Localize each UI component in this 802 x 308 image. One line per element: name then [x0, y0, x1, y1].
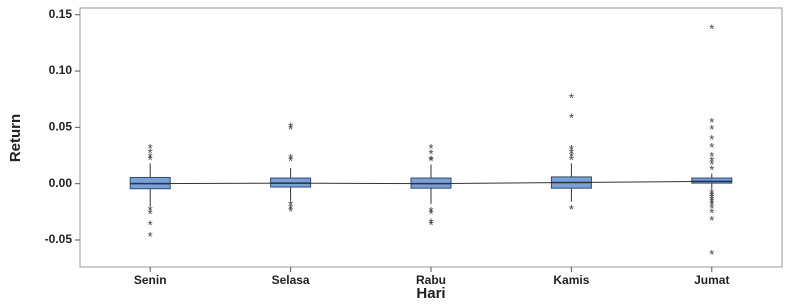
outlier: *: [709, 157, 714, 172]
outlier: *: [709, 247, 714, 262]
x-tick-label: Kamis: [553, 273, 589, 287]
outlier: *: [709, 197, 714, 212]
outlier: *: [709, 188, 714, 203]
outlier: *: [709, 213, 714, 228]
outlier: *: [428, 215, 433, 230]
outlier: *: [709, 195, 714, 210]
x-axis-title: Hari: [416, 285, 445, 302]
outlier: *: [709, 153, 714, 168]
box: [691, 177, 733, 184]
outlier: *: [428, 206, 433, 221]
outlier: *: [428, 141, 433, 156]
outlier: *: [428, 152, 433, 167]
outlier: *: [148, 141, 153, 156]
y-tick-label: 0.15: [49, 7, 73, 21]
outlier: *: [709, 193, 714, 208]
outlier: *: [569, 152, 574, 167]
outlier: *: [288, 197, 293, 212]
outlier: *: [709, 122, 714, 137]
outlier: *: [709, 162, 714, 177]
outlier: *: [569, 142, 574, 157]
y-tick-label: -0.05: [45, 232, 73, 246]
outlier: *: [709, 201, 714, 216]
outlier: *: [148, 146, 153, 161]
outlier: *: [709, 22, 714, 37]
outlier: *: [148, 206, 153, 221]
x-tick-label: Senin: [134, 273, 167, 287]
y-axis-title: Return: [7, 114, 24, 162]
outlier: *: [709, 186, 714, 201]
outlier: *: [288, 153, 293, 168]
outlier: *: [709, 132, 714, 147]
outlier: *: [569, 111, 574, 126]
outlier: *: [148, 150, 153, 165]
outlier: *: [428, 204, 433, 219]
outlier: *: [288, 122, 293, 137]
outlier: *: [709, 115, 714, 130]
outlier: *: [709, 140, 714, 155]
outlier: *: [148, 203, 153, 218]
x-tick-label: Selasa: [272, 273, 310, 287]
y-tick-label: 0.05: [49, 120, 73, 134]
outlier: *: [148, 218, 153, 233]
outlier: *: [709, 191, 714, 206]
outlier: *: [288, 204, 293, 219]
outlier: *: [148, 229, 153, 244]
outlier: *: [569, 90, 574, 105]
outlier: *: [569, 202, 574, 217]
x-tick-label: Rabu: [416, 273, 446, 287]
y-tick-label: 0.00: [49, 176, 73, 190]
outlier: *: [709, 149, 714, 164]
outlier: *: [428, 218, 433, 233]
outlier: *: [288, 120, 293, 135]
x-tick-label: Jumat: [694, 273, 729, 287]
outlier: *: [569, 149, 574, 164]
outlier: *: [569, 146, 574, 161]
outlier: *: [288, 151, 293, 166]
median-connect-line: [150, 180, 712, 185]
y-tick-label: 0.10: [49, 63, 73, 77]
plot-area: [79, 7, 783, 268]
outlier: *: [148, 152, 153, 167]
outlier: *: [288, 201, 293, 216]
outlier: *: [709, 205, 714, 220]
outlier: *: [428, 147, 433, 162]
outlier: *: [428, 153, 433, 168]
